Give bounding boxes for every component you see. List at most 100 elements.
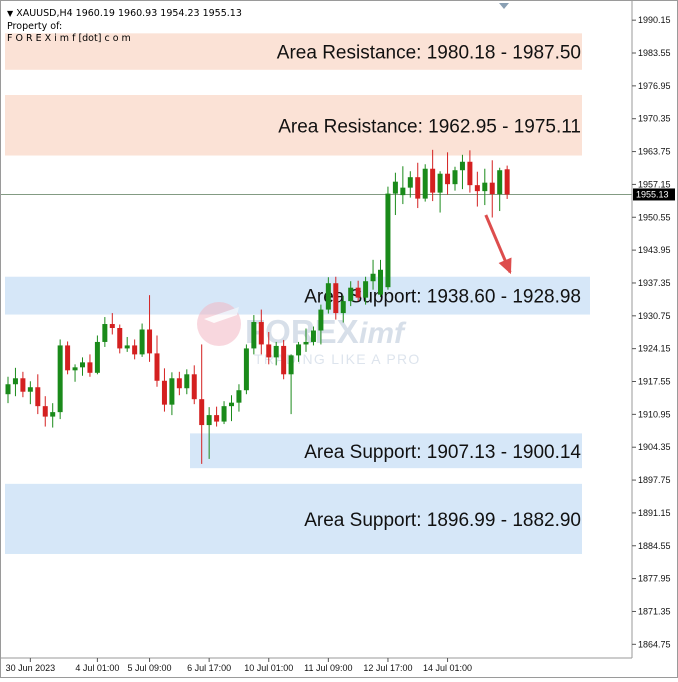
watermark-logo-swoosh: [204, 307, 239, 323]
y-tick-label: 1950.55: [638, 212, 671, 222]
x-axis: 30 Jun 2023 4 Jul 01:00 5 Jul 09:00 6 Jul 1…: [6, 658, 472, 673]
support-zone-label: Area Support: 1938.60 - 1928.98: [304, 287, 581, 308]
y-tick-label: 1897.75: [638, 475, 671, 485]
candle-body: [12, 378, 18, 385]
candle-body: [378, 269, 383, 295]
y-tick-label: 1917.55: [638, 377, 671, 387]
candle-body: [42, 406, 48, 417]
support-zone: [5, 276, 590, 315]
support-zone: [5, 483, 582, 554]
arrow-head-icon: [498, 257, 512, 275]
watermark: FOREX imf TRADING LIKE A PRO: [197, 302, 419, 367]
candle-body: [474, 185, 480, 192]
candle-body: [139, 329, 145, 355]
candle-body: [176, 378, 182, 389]
y-axis-panel: [632, 1, 677, 658]
y-axis: 1990.15 1983.55 1976.95 1970.35 1963.75 1957.…: [632, 15, 671, 649]
scroll-marker-icon[interactable]: [499, 3, 509, 9]
candle-body: [497, 170, 503, 195]
x-tick-label: 10 Jul 01:00: [244, 663, 293, 673]
candle-body: [370, 273, 376, 282]
candle-body: [430, 168, 436, 193]
candle-body: [489, 182, 495, 195]
candle-body: [132, 345, 138, 355]
dropdown-arrow-icon[interactable]: ▼: [7, 9, 14, 18]
y-tick-label: 1957.15: [638, 179, 671, 189]
y-tick-label: 1943.95: [638, 245, 671, 255]
y-tick-label: 1864.75: [638, 639, 671, 649]
candle-body: [20, 378, 26, 392]
candle-body: [348, 287, 354, 302]
forecast-arrow: [484, 214, 512, 275]
brand-line: F O R E X i m f [dot] c o m: [7, 33, 131, 44]
candle-body: [340, 301, 346, 314]
candle-body: [236, 390, 242, 403]
candle-body: [437, 173, 443, 193]
zone-labels-layer: Area Resistance: 1980.18 - 1987.50 Area R…: [277, 43, 582, 531]
y-tick-label: 1970.35: [638, 114, 671, 124]
candle-body: [80, 362, 85, 368]
candle-body: [482, 182, 488, 192]
candle-body: [422, 168, 428, 199]
y-tick-label: 1990.15: [638, 15, 671, 25]
candle-body: [288, 355, 294, 375]
candle-body: [355, 287, 361, 298]
candle-body: [415, 177, 421, 199]
candle-body: [65, 345, 71, 371]
current-price-label: 1955.13: [636, 189, 669, 199]
x-tick-label: 11 Jul 09:00: [304, 663, 352, 673]
y-tick-label: 1983.55: [638, 48, 671, 58]
current-price-tag: [633, 188, 675, 201]
resistance-zone: [5, 95, 582, 156]
candle-body: [154, 353, 160, 381]
resistance-zone-label: Area Resistance: 1962.95 - 1975.11: [278, 116, 581, 137]
candle-body: [318, 309, 324, 331]
candle-body: [392, 181, 398, 194]
candle-body: [504, 169, 510, 195]
candle-body: [72, 367, 78, 371]
candle-body: [363, 281, 369, 298]
candle-body: [191, 374, 197, 400]
candle-body: [109, 324, 115, 329]
candle-body: [147, 329, 153, 354]
candle-body: [124, 345, 130, 349]
watermark-brand-imf: imf: [359, 317, 407, 350]
property-line: Property of:: [7, 21, 63, 32]
candle-body: [273, 345, 279, 358]
candle-body: [206, 415, 212, 426]
support-zone-label: Area Support: 1896.99 - 1882.90: [304, 510, 581, 531]
candle-body: [243, 348, 249, 391]
candle-body: [57, 345, 63, 413]
candle-body: [50, 412, 56, 417]
y-tick-label: 1930.75: [638, 311, 671, 321]
candle-body: [266, 344, 272, 358]
x-tick-label: 14 Jul 01:00: [423, 663, 472, 673]
candle-body: [214, 415, 220, 422]
candle-body: [407, 177, 413, 188]
watermark-brand-forex: FOREX: [245, 313, 359, 350]
candle-body: [467, 161, 473, 186]
x-tick-label: 5 Jul 09:00: [128, 663, 172, 673]
candle-body: [459, 161, 465, 171]
x-tick-label: 6 Jul 17:00: [187, 663, 231, 673]
candles-layer: [5, 149, 510, 464]
x-tick-label: 4 Jul 01:00: [75, 663, 119, 673]
candle-body: [385, 193, 391, 288]
candle-body: [87, 362, 93, 373]
candle-body: [5, 384, 11, 395]
y-tick-label: 1924.15: [638, 344, 671, 354]
zones-layer: [5, 33, 590, 554]
symbol-header: ▼ XAUUSD,H4 1960.19 1960.93 1954.23 1955…: [7, 8, 242, 19]
candle-body: [169, 378, 175, 405]
y-tick-label: 1963.75: [638, 147, 671, 157]
candle-body: [452, 170, 458, 185]
candle-body: [296, 344, 302, 356]
support-zone: [190, 433, 582, 469]
candle-body: [258, 322, 264, 345]
y-tick-label: 1910.95: [638, 409, 671, 419]
candle-body: [325, 283, 331, 310]
x-tick-label: 12 Jul 17:00: [363, 663, 412, 673]
y-tick-label: 1937.35: [638, 278, 671, 288]
